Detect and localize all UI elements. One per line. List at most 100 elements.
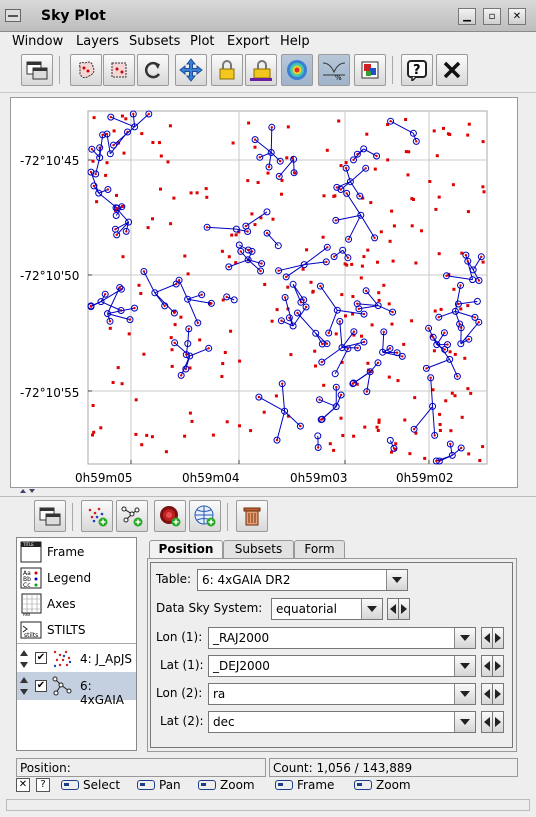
scatter-layer-icon (53, 650, 72, 668)
red-point (175, 282, 178, 286)
blue-point (374, 302, 382, 310)
menu-help[interactable]: Help (280, 34, 310, 49)
layer-list[interactable]: TITLE Frame Aa Bb Cc Legend Rex Axes stilt… (16, 537, 137, 751)
red-point (142, 270, 146, 273)
menu-window[interactable]: Window (12, 34, 64, 49)
menu-layers[interactable]: Layers (76, 34, 120, 49)
menu-plot[interactable]: Plot (190, 34, 215, 49)
layer-item-4xgaia[interactable]: ✔ 6: 4xGAIA (17, 672, 136, 707)
sky-plot-panel[interactable]: -72°10'45 -72°10'50 -72°10'55 0h59m05 0h… (10, 97, 518, 488)
minimize-button[interactable]: ▁ (458, 8, 476, 25)
red-point (343, 262, 347, 266)
maximize-button[interactable]: ▫ (483, 8, 501, 25)
lasso-subset-icon[interactable] (103, 54, 135, 86)
add-pairs-icon[interactable] (116, 500, 148, 532)
swatch-icon[interactable] (354, 54, 386, 86)
blue-point (230, 296, 238, 304)
next-option-button[interactable] (492, 683, 504, 705)
blue-point (332, 403, 340, 411)
plot-canvas[interactable] (11, 98, 517, 487)
lat2-field[interactable]: dec (208, 711, 476, 733)
next-option-button[interactable] (492, 711, 504, 733)
pair-link (357, 303, 379, 307)
blue-point (281, 294, 289, 301)
split-pane-divider[interactable] (0, 488, 536, 496)
red-point (453, 394, 457, 398)
chevron-down-icon[interactable] (454, 712, 475, 732)
drag-handle-icon[interactable] (19, 649, 29, 669)
pair-link (357, 148, 365, 155)
window-icon[interactable] (34, 500, 66, 532)
red-point (340, 360, 344, 364)
layer-item-axes[interactable]: Rex Axes (17, 591, 136, 617)
next-option-button[interactable] (492, 655, 504, 677)
red-point (186, 272, 190, 276)
tab-subsets[interactable]: Subsets (223, 540, 294, 558)
menu-export[interactable]: Export (227, 34, 270, 49)
layer-item-j-apjs[interactable]: ✔ 4: J_ApJS (17, 646, 136, 672)
pair-link (154, 283, 177, 294)
red-point (185, 353, 188, 356)
layer-item-legend[interactable]: Aa Bb Cc Legend (17, 565, 136, 591)
close-icon[interactable] (436, 54, 468, 86)
red-point (377, 291, 381, 295)
pair-link (292, 306, 307, 327)
blue-point (475, 277, 483, 284)
chevron-down-icon[interactable] (361, 599, 382, 619)
lock-icon[interactable] (211, 54, 243, 86)
replot-icon[interactable] (137, 54, 169, 86)
close-window-button[interactable]: ✕ (508, 8, 526, 25)
chevron-down-icon[interactable] (386, 570, 407, 590)
red-point (432, 129, 436, 133)
red-point (420, 229, 423, 233)
scale-lock-icon[interactable] (245, 54, 277, 86)
blue-point (432, 457, 440, 465)
layer-visible-checkbox[interactable]: ✔ (35, 680, 47, 692)
chevron-down-icon[interactable] (454, 656, 475, 676)
red-point (449, 442, 452, 446)
pair-link (465, 254, 474, 280)
pair-link (328, 310, 338, 334)
blue-point (333, 183, 341, 191)
navigate-icon[interactable] (175, 54, 207, 86)
lat1-field[interactable]: _DEJ2000 (208, 655, 476, 677)
sketch-icon[interactable]: % (318, 54, 350, 86)
hints-help-icon[interactable]: ? (36, 778, 50, 792)
density-icon[interactable] (281, 54, 313, 86)
chevron-down-icon[interactable] (454, 628, 475, 648)
window-menu-icon[interactable] (5, 9, 21, 22)
new-window-icon[interactable] (21, 54, 53, 86)
close-hints-icon[interactable]: ✕ (16, 778, 30, 792)
add-density-icon[interactable] (154, 500, 186, 532)
add-skygrid-icon[interactable] (189, 500, 221, 532)
next-option-button[interactable] (492, 627, 504, 649)
tab-form[interactable]: Form (294, 540, 345, 558)
delete-icon[interactable] (236, 500, 268, 532)
red-point (360, 334, 363, 338)
add-scatter-icon[interactable] (81, 500, 113, 532)
red-point (370, 323, 374, 327)
blue-point (373, 152, 381, 160)
layer-item-stilts[interactable]: stilts STILTS (17, 617, 136, 643)
red-point (150, 435, 154, 439)
menu-subsets[interactable]: Subsets (129, 34, 181, 49)
lon1-field[interactable]: _RAJ2000 (208, 627, 476, 649)
red-point (286, 125, 290, 129)
red-point (210, 302, 213, 305)
blob-subset-icon[interactable] (70, 54, 102, 86)
drag-handle-icon[interactable] (19, 676, 29, 696)
blue-point (170, 309, 178, 317)
blue-point (451, 307, 459, 315)
next-option-button[interactable] (398, 598, 410, 620)
chevron-down-icon[interactable] (454, 684, 475, 704)
lon2-field[interactable]: ra (208, 683, 476, 705)
tab-position[interactable]: Position (149, 540, 223, 559)
layer-visible-checkbox[interactable]: ✔ (35, 652, 47, 664)
layer-item-frame[interactable]: TITLE Frame (17, 539, 136, 565)
red-point (339, 416, 343, 420)
sky-system-selector[interactable]: equatorial (271, 598, 383, 620)
red-point (351, 295, 355, 298)
red-point (200, 293, 203, 296)
table-selector[interactable]: 6: 4xGAIA DR2 (197, 569, 408, 591)
help-icon[interactable]: ? (401, 54, 433, 86)
